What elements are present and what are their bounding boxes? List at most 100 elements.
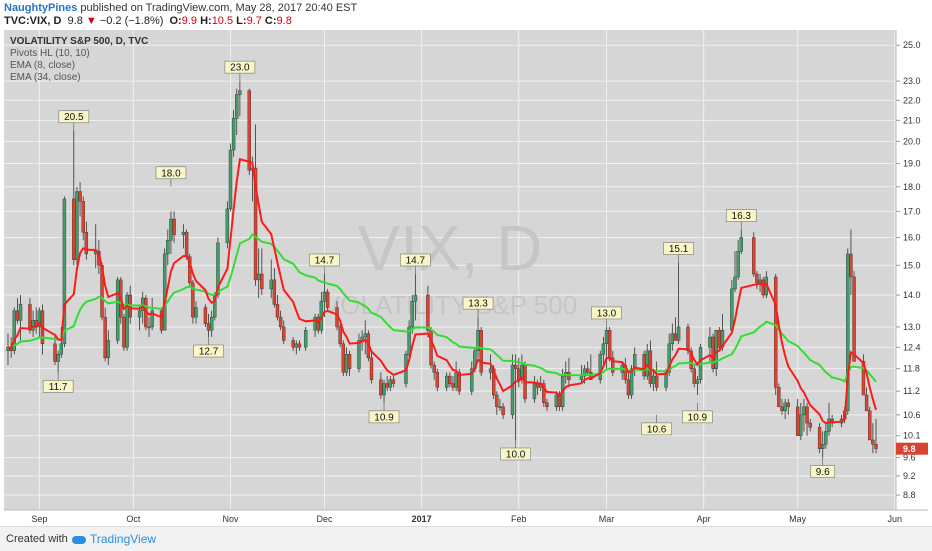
candle-up[interactable] <box>231 110 236 157</box>
candle-up[interactable] <box>235 88 239 135</box>
candle-down[interactable] <box>852 271 856 362</box>
candle-up[interactable] <box>824 423 828 449</box>
candle-down[interactable] <box>272 268 277 308</box>
candle-up[interactable] <box>12 307 16 355</box>
candle-down[interactable] <box>347 350 352 377</box>
time-axis[interactable] <box>4 510 928 526</box>
legend-ema8[interactable]: EMA (8, close) <box>10 60 75 71</box>
candle-down[interactable] <box>752 232 756 277</box>
candle-up[interactable] <box>75 186 79 266</box>
candle-up[interactable] <box>194 301 198 324</box>
candle-up[interactable] <box>56 350 60 373</box>
candle-down[interactable] <box>338 323 342 348</box>
candle-up[interactable] <box>225 201 230 249</box>
candle-down[interactable] <box>247 88 251 175</box>
candle-down[interactable] <box>184 229 189 260</box>
candle-down[interactable] <box>545 398 549 411</box>
candle-up[interactable] <box>238 81 242 117</box>
candle-down[interactable] <box>786 398 790 415</box>
candle-up[interactable] <box>736 240 740 280</box>
candle-up[interactable] <box>470 361 474 396</box>
candle-down[interactable] <box>172 211 176 243</box>
candle-down[interactable] <box>711 333 715 373</box>
candle-down[interactable] <box>122 313 126 351</box>
candle-up[interactable] <box>733 251 737 292</box>
candle-down[interactable] <box>253 124 258 286</box>
candle-down[interactable] <box>391 376 396 388</box>
candle-up[interactable] <box>407 320 411 358</box>
author-link[interactable]: NaughtyPines <box>4 2 78 14</box>
candle-up[interactable] <box>147 317 151 338</box>
candle-up[interactable] <box>598 350 602 384</box>
candle-down[interactable] <box>589 354 593 380</box>
candle-down[interactable] <box>717 326 722 351</box>
candle-down[interactable] <box>871 423 875 454</box>
candle-down[interactable] <box>642 350 646 380</box>
candle-down[interactable] <box>278 310 283 331</box>
candle-down[interactable] <box>542 379 546 407</box>
candle-up[interactable] <box>162 248 167 331</box>
candle-up[interactable] <box>382 379 386 403</box>
candle-down[interactable] <box>369 350 374 384</box>
candle-up[interactable] <box>303 326 308 351</box>
candle-up[interactable] <box>510 354 515 419</box>
candle-up[interactable] <box>695 376 700 396</box>
candle-up[interactable] <box>228 143 233 212</box>
candlestick-chart[interactable]: VIX, D VOLATILITY S&P 500 11.7 20.5 18.0 12… <box>0 0 932 526</box>
candle-down[interactable] <box>297 340 302 351</box>
candle-up[interactable] <box>821 431 825 458</box>
candle-down[interactable] <box>692 365 696 388</box>
candle-down[interactable] <box>755 271 759 289</box>
candle-up[interactable] <box>125 291 129 351</box>
candle-down[interactable] <box>429 326 433 369</box>
candle-down[interactable] <box>654 361 659 392</box>
candle-up[interactable] <box>601 337 606 366</box>
price-axis[interactable] <box>896 30 928 510</box>
candle-down[interactable] <box>501 402 505 419</box>
candle-down[interactable] <box>78 181 82 217</box>
candle-down[interactable] <box>849 229 853 296</box>
candle-down[interactable] <box>495 391 499 415</box>
candle-up[interactable] <box>106 330 110 366</box>
candle-down[interactable] <box>325 288 330 311</box>
candle-down[interactable] <box>84 221 89 260</box>
candle-down[interactable] <box>864 387 869 412</box>
candle-up[interactable] <box>827 402 831 436</box>
candle-down[interactable] <box>805 402 809 436</box>
candle-up[interactable] <box>413 274 418 321</box>
candle-down[interactable] <box>607 326 612 362</box>
candle-down[interactable] <box>275 295 280 321</box>
candle-up[interactable] <box>62 196 67 348</box>
candle-up[interactable] <box>115 276 120 344</box>
candle-down[interactable] <box>761 276 765 299</box>
candle-up[interactable] <box>18 295 23 341</box>
candle-down[interactable] <box>435 368 439 392</box>
candle-down[interactable] <box>861 354 866 396</box>
candle-down[interactable] <box>586 361 590 377</box>
candle-down[interactable] <box>808 418 812 432</box>
candle-down[interactable] <box>457 368 461 396</box>
candle-down[interactable] <box>432 361 436 380</box>
candle-down[interactable] <box>611 350 615 377</box>
candle-down[interactable] <box>777 383 781 408</box>
candle-down[interactable] <box>203 304 208 327</box>
candle-down[interactable] <box>817 423 822 454</box>
candle-down[interactable] <box>260 248 264 296</box>
candle-up[interactable] <box>799 402 803 440</box>
candle-down[interactable] <box>191 279 195 324</box>
candle-down[interactable] <box>874 418 878 454</box>
candle-down[interactable] <box>81 196 85 241</box>
candle-up[interactable] <box>739 229 743 254</box>
candle-up[interactable] <box>676 262 681 344</box>
legend-pivots[interactable]: Pivots HL (10, 10) <box>10 48 90 59</box>
candle-down[interactable] <box>513 354 518 440</box>
candle-down[interactable] <box>774 274 778 396</box>
candle-up[interactable] <box>209 310 214 338</box>
legend-ema34[interactable]: EMA (34, close) <box>10 72 81 83</box>
tradingview-link[interactable]: TradingView <box>72 532 156 546</box>
candle-up[interactable] <box>410 295 414 334</box>
candle-down[interactable] <box>868 406 872 441</box>
candle-up[interactable] <box>357 333 361 373</box>
candle-down[interactable] <box>479 326 483 377</box>
candle-down[interactable] <box>689 347 693 373</box>
